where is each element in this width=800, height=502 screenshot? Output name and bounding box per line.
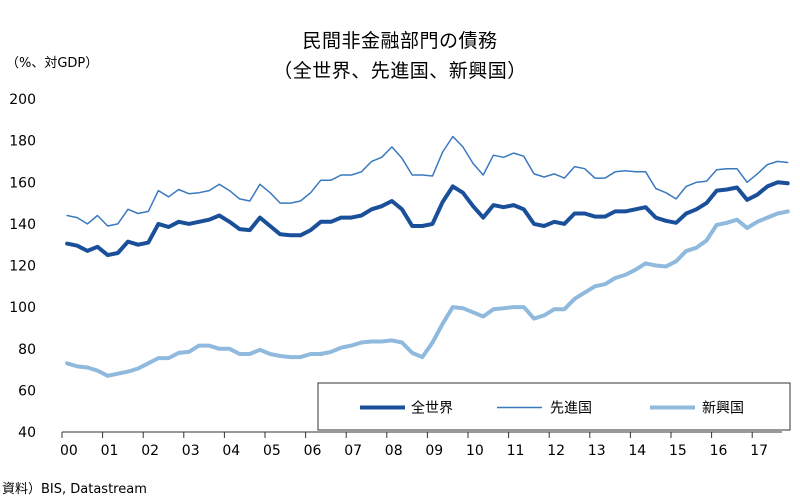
x-tick-label: 09 bbox=[425, 443, 443, 459]
x-tick-label: 04 bbox=[222, 443, 240, 459]
x-tick-label: 13 bbox=[588, 443, 606, 459]
x-tick-label: 17 bbox=[750, 443, 768, 459]
x-tick-label: 10 bbox=[466, 443, 484, 459]
x-tick-label: 02 bbox=[141, 443, 159, 459]
y-tick-label: 40 bbox=[18, 425, 36, 441]
legend-label-1: 全世界 bbox=[411, 400, 453, 417]
legend-label-3: 新興国 bbox=[702, 401, 744, 417]
y-tick-label: 160 bbox=[9, 175, 36, 191]
y-tick-label: 60 bbox=[18, 383, 36, 399]
x-tick-label: 05 bbox=[263, 443, 281, 459]
x-tick-label: 03 bbox=[182, 443, 200, 459]
series-line-3 bbox=[65, 209, 790, 378]
x-tick-label: 08 bbox=[385, 443, 403, 459]
x-tick-label: 14 bbox=[628, 443, 646, 459]
y-axis-unit-label: （%、対GDP） bbox=[6, 56, 99, 71]
x-tick-label: 11 bbox=[507, 443, 525, 459]
series-line-2 bbox=[66, 135, 789, 227]
x-tick-label: 16 bbox=[710, 443, 728, 459]
y-tick-label: 200 bbox=[9, 92, 36, 108]
y-tick-label: 120 bbox=[9, 259, 36, 275]
x-tick-label: 12 bbox=[547, 443, 565, 459]
legend: 全世界 先進国 新興国 bbox=[317, 382, 791, 431]
chart-title-line2: （全世界、先進国、新興国） bbox=[273, 60, 527, 82]
y-tick-label: 100 bbox=[9, 300, 36, 316]
y-tick-label: 80 bbox=[18, 342, 36, 358]
axes: 00 01 02 03 04 05 06 07 08 09 10 11 12 13 14 15 16 17 40 60… bbox=[9, 92, 782, 459]
source-note: 資料）BIS, Datastream bbox=[2, 482, 147, 497]
x-tick-label: 00 bbox=[60, 443, 78, 459]
series-line-1 bbox=[65, 180, 790, 258]
x-tick-label: 01 bbox=[101, 443, 119, 459]
series-layer bbox=[65, 135, 790, 378]
x-tick-label: 15 bbox=[669, 443, 687, 459]
x-tick-label: 06 bbox=[304, 443, 322, 459]
y-tick-label: 180 bbox=[9, 134, 36, 150]
x-tick-label: 07 bbox=[344, 443, 362, 459]
legend-label-2: 先進国 bbox=[550, 401, 592, 417]
y-tick-label: 140 bbox=[9, 217, 36, 233]
chart-title-line1: 民間非金融部門の債務 bbox=[302, 30, 498, 52]
